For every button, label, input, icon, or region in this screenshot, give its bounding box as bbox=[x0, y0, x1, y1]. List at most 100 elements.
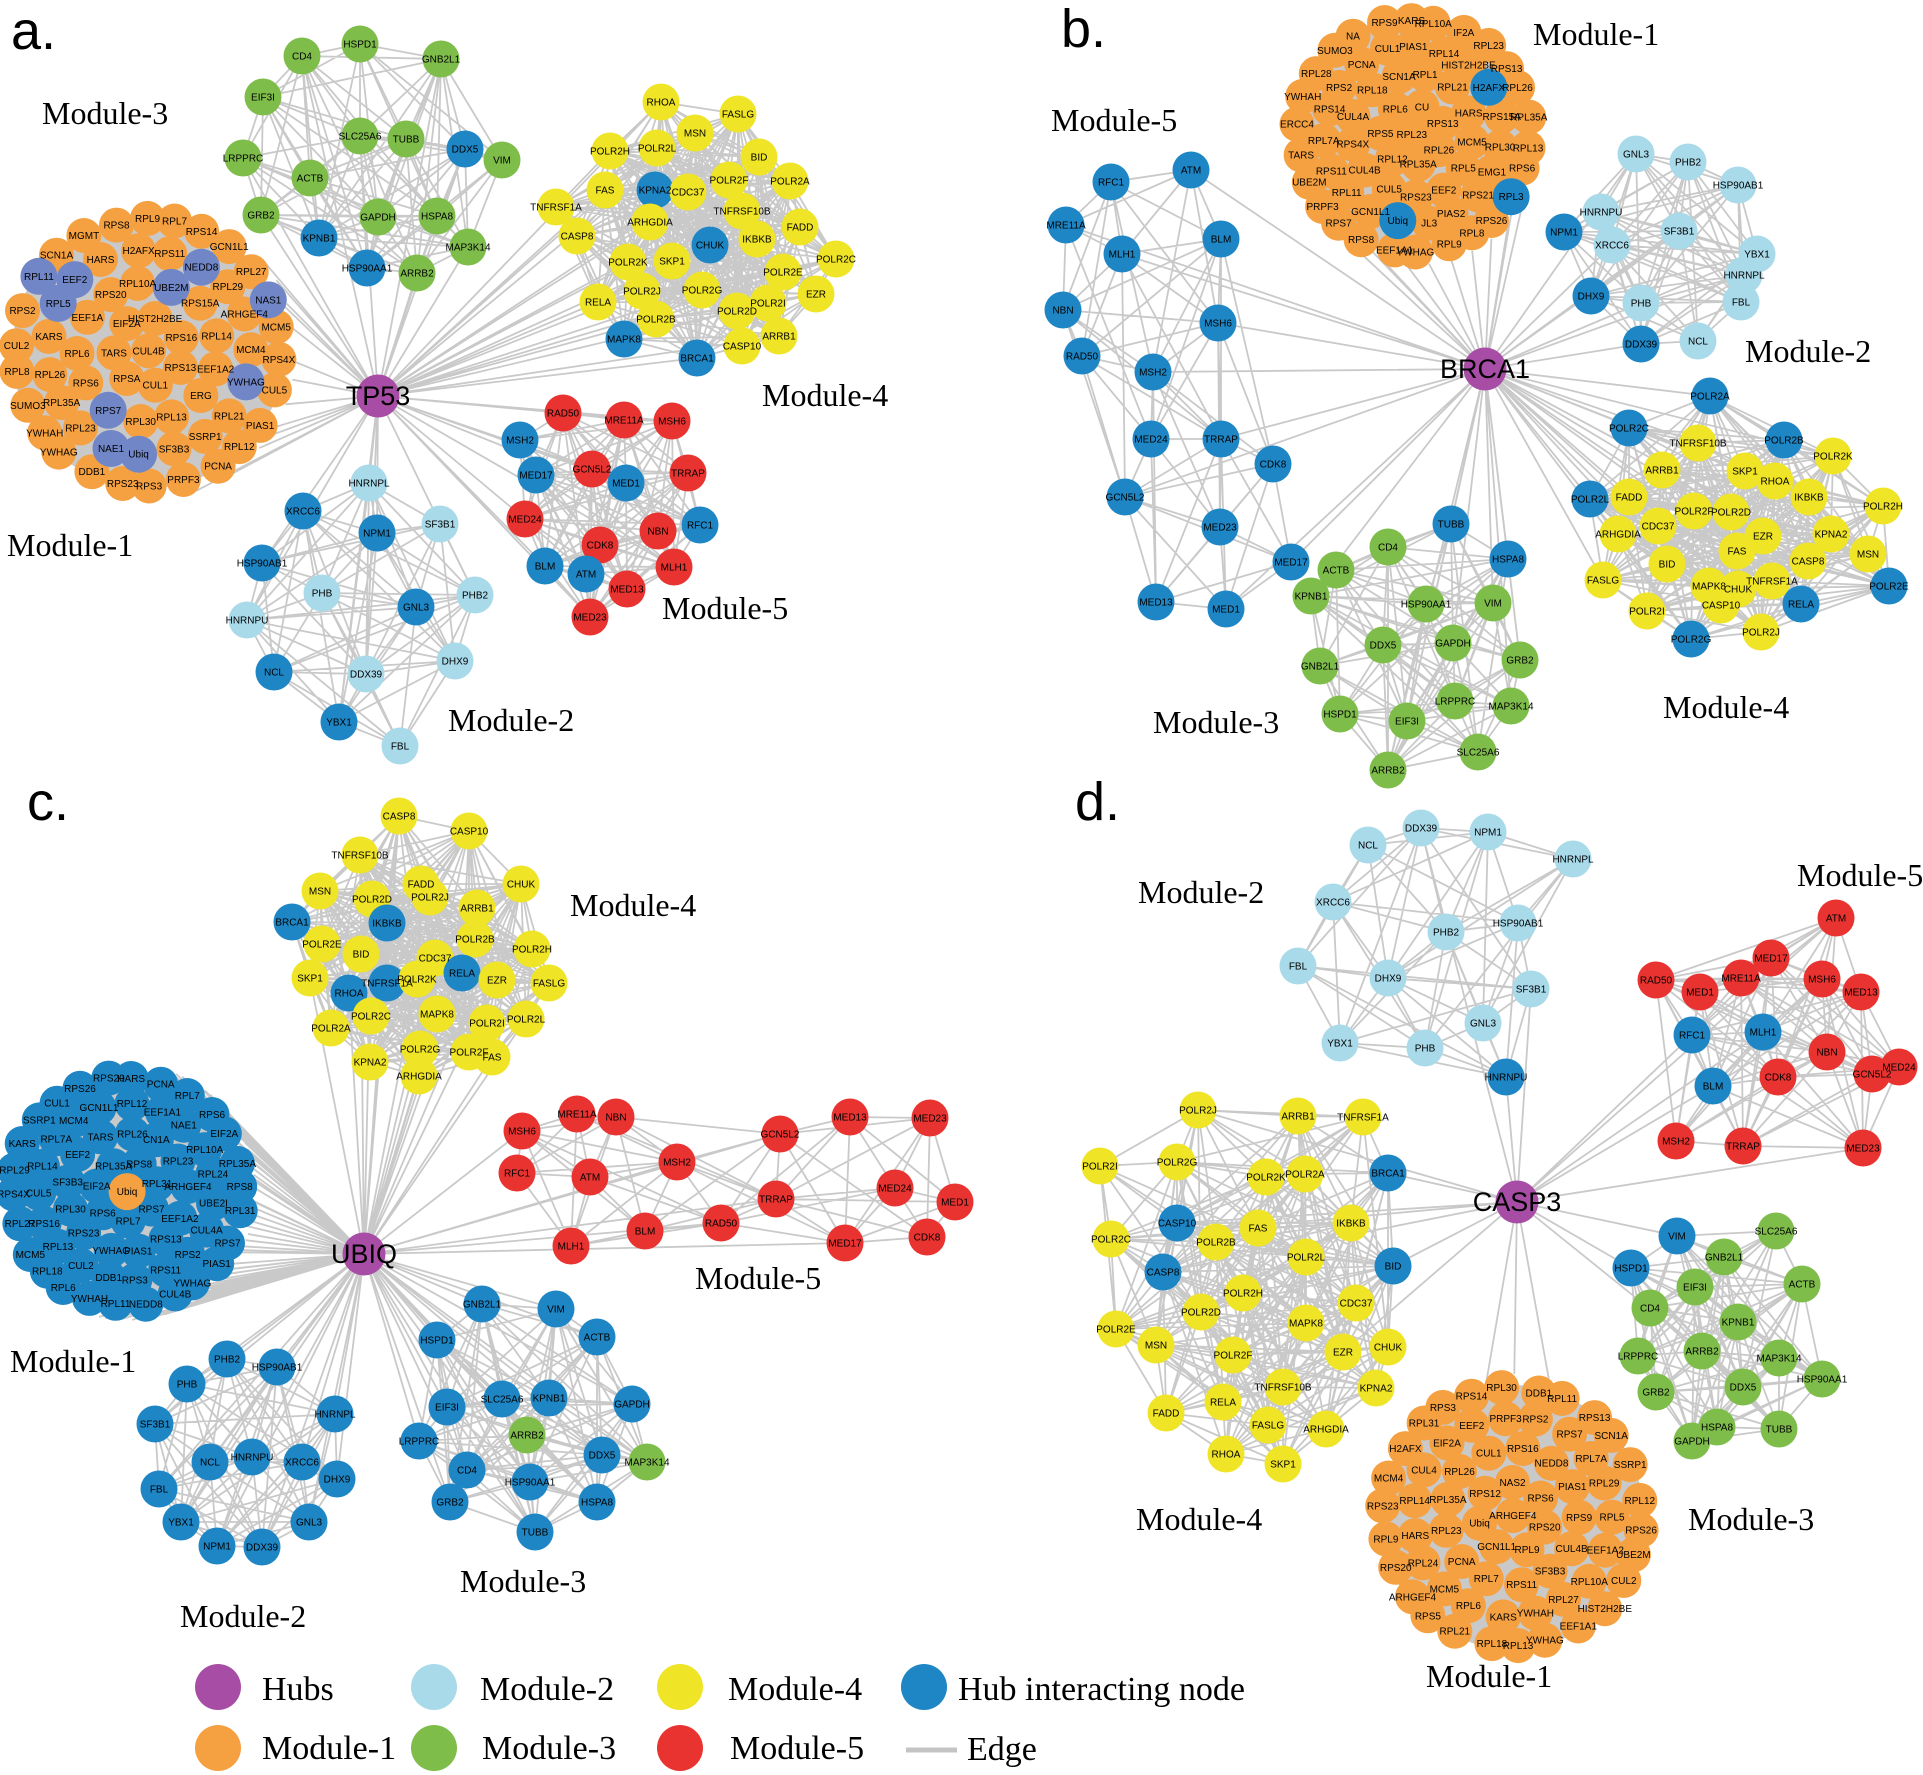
svg-text:RPL23: RPL23 bbox=[1431, 1526, 1462, 1537]
svg-text:RPS14: RPS14 bbox=[1314, 104, 1346, 115]
svg-text:RPS23: RPS23 bbox=[1367, 1501, 1399, 1512]
svg-text:HARS: HARS bbox=[87, 255, 115, 266]
svg-text:TARS: TARS bbox=[101, 348, 127, 359]
svg-text:Module-1: Module-1 bbox=[1533, 16, 1659, 52]
svg-text:NBN: NBN bbox=[1052, 306, 1073, 317]
svg-text:DHX9: DHX9 bbox=[442, 657, 469, 668]
svg-text:HIST2H2BE: HIST2H2BE bbox=[1578, 1604, 1633, 1615]
svg-text:SUMO3: SUMO3 bbox=[1317, 46, 1353, 57]
svg-text:RPL31: RPL31 bbox=[225, 1206, 256, 1217]
svg-text:UBE2I: UBE2I bbox=[199, 1199, 228, 1210]
svg-text:RPL26: RPL26 bbox=[1444, 1467, 1475, 1478]
svg-text:FAS: FAS bbox=[596, 186, 615, 197]
svg-text:POLR2E: POLR2E bbox=[1096, 1325, 1136, 1336]
svg-text:CD4: CD4 bbox=[292, 52, 312, 63]
svg-text:POLR2I: POLR2I bbox=[1082, 1162, 1118, 1173]
svg-text:RPS7: RPS7 bbox=[138, 1205, 165, 1216]
svg-text:EIF3I: EIF3I bbox=[1683, 1283, 1707, 1294]
svg-text:EEF1A: EEF1A bbox=[72, 313, 104, 324]
svg-text:BID: BID bbox=[751, 153, 768, 164]
svg-text:POLR2G: POLR2G bbox=[1671, 635, 1712, 646]
svg-text:RPL26: RPL26 bbox=[1502, 83, 1533, 94]
svg-text:RPS4X: RPS4X bbox=[1336, 140, 1369, 151]
svg-text:Module-2: Module-2 bbox=[1745, 333, 1871, 369]
svg-text:CUL1: CUL1 bbox=[143, 381, 169, 392]
svg-text:RPL29: RPL29 bbox=[213, 282, 244, 293]
svg-text:ARHGDIA: ARHGDIA bbox=[1595, 530, 1641, 541]
svg-text:MED13: MED13 bbox=[1844, 988, 1878, 999]
svg-text:CASP8: CASP8 bbox=[1147, 1268, 1180, 1279]
svg-text:POLR2D: POLR2D bbox=[352, 895, 392, 906]
svg-text:TNFRSF10B: TNFRSF10B bbox=[1254, 1383, 1312, 1394]
svg-text:ATM: ATM bbox=[580, 1173, 600, 1184]
svg-text:RPS12: RPS12 bbox=[1469, 1489, 1501, 1500]
svg-text:RPL27: RPL27 bbox=[236, 267, 267, 278]
svg-text:CDC37: CDC37 bbox=[672, 188, 705, 199]
svg-text:NEDD8: NEDD8 bbox=[184, 263, 218, 274]
svg-text:PIAS1: PIAS1 bbox=[203, 1259, 232, 1270]
svg-text:RPL27: RPL27 bbox=[5, 1219, 36, 1230]
svg-text:SUMO3: SUMO3 bbox=[10, 401, 46, 412]
svg-text:FBL: FBL bbox=[1732, 298, 1751, 309]
svg-text:RPS16: RPS16 bbox=[28, 1219, 60, 1230]
svg-text:ATM: ATM bbox=[1826, 914, 1846, 925]
svg-text:NAE1: NAE1 bbox=[171, 1121, 198, 1132]
svg-text:RPS15A: RPS15A bbox=[181, 299, 220, 310]
svg-text:EZR: EZR bbox=[1753, 532, 1773, 543]
svg-text:CUL1: CUL1 bbox=[1375, 44, 1401, 55]
svg-text:RAD50: RAD50 bbox=[547, 409, 580, 420]
svg-text:CDK8: CDK8 bbox=[1765, 1073, 1792, 1084]
svg-text:SCN1A: SCN1A bbox=[1382, 72, 1416, 83]
svg-text:RFC1: RFC1 bbox=[1098, 178, 1125, 189]
svg-text:EZR: EZR bbox=[806, 290, 826, 301]
svg-text:POLR2D: POLR2D bbox=[717, 307, 757, 318]
svg-text:POLR2E: POLR2E bbox=[1869, 582, 1909, 593]
svg-text:RPS7: RPS7 bbox=[214, 1239, 241, 1250]
svg-text:NCL: NCL bbox=[1358, 841, 1378, 852]
svg-text:GCN5L2: GCN5L2 bbox=[1853, 1070, 1892, 1081]
svg-text:Module-5: Module-5 bbox=[1051, 102, 1177, 138]
svg-text:CASP10: CASP10 bbox=[1702, 601, 1741, 612]
svg-text:RELA: RELA bbox=[585, 298, 611, 309]
svg-text:MED24: MED24 bbox=[1134, 435, 1168, 446]
svg-text:RPL12: RPL12 bbox=[117, 1099, 148, 1110]
svg-text:DDB1: DDB1 bbox=[1526, 1389, 1553, 1400]
svg-text:BID: BID bbox=[1659, 560, 1676, 571]
svg-text:RPL18: RPL18 bbox=[1357, 85, 1388, 96]
svg-text:POLR2K: POLR2K bbox=[1246, 1173, 1286, 1184]
svg-text:RPS13: RPS13 bbox=[1491, 64, 1523, 75]
svg-text:XRCC6: XRCC6 bbox=[285, 1458, 319, 1469]
svg-text:RPS11: RPS11 bbox=[150, 1265, 181, 1276]
svg-text:MCM4: MCM4 bbox=[1374, 1474, 1404, 1485]
svg-text:DHX9: DHX9 bbox=[1375, 974, 1402, 985]
svg-text:H2AFX: H2AFX bbox=[1389, 1444, 1422, 1455]
svg-text:TRRAP: TRRAP bbox=[1204, 435, 1238, 446]
svg-text:CUL4B: CUL4B bbox=[1348, 166, 1381, 177]
svg-text:Module-5: Module-5 bbox=[1797, 857, 1923, 893]
svg-text:SF3B3: SF3B3 bbox=[159, 444, 190, 455]
svg-text:IKBKB: IKBKB bbox=[1336, 1219, 1366, 1230]
svg-text:Module-3: Module-3 bbox=[482, 1730, 616, 1767]
svg-text:Module-5: Module-5 bbox=[730, 1730, 864, 1767]
svg-text:DDX39: DDX39 bbox=[1405, 824, 1438, 835]
svg-text:Module-3: Module-3 bbox=[460, 1563, 586, 1599]
svg-text:MED1: MED1 bbox=[612, 479, 640, 490]
svg-text:BID: BID bbox=[353, 950, 370, 961]
svg-text:RPL21: RPL21 bbox=[1437, 82, 1468, 93]
svg-text:CDC37: CDC37 bbox=[1642, 522, 1675, 533]
svg-text:Edge: Edge bbox=[967, 1731, 1037, 1768]
svg-text:XRCC6: XRCC6 bbox=[1316, 898, 1350, 909]
svg-text:ARHGEF4: ARHGEF4 bbox=[164, 1182, 212, 1193]
svg-text:SLC25A6: SLC25A6 bbox=[339, 132, 382, 143]
svg-text:DHX9: DHX9 bbox=[324, 1475, 351, 1486]
svg-text:UBE2M: UBE2M bbox=[154, 283, 188, 294]
svg-text:POLR2H: POLR2H bbox=[590, 147, 630, 158]
svg-text:PHB: PHB bbox=[312, 589, 333, 600]
svg-text:TNFRSF1A: TNFRSF1A bbox=[530, 203, 582, 214]
svg-text:HIST2H2BE: HIST2H2BE bbox=[128, 314, 183, 325]
svg-text:VIM: VIM bbox=[493, 156, 511, 167]
svg-text:MLH1: MLH1 bbox=[661, 563, 688, 574]
svg-text:TRRAP: TRRAP bbox=[1726, 1142, 1760, 1153]
svg-text:MAP3K14: MAP3K14 bbox=[445, 243, 490, 254]
svg-text:NAE1: NAE1 bbox=[98, 444, 125, 455]
